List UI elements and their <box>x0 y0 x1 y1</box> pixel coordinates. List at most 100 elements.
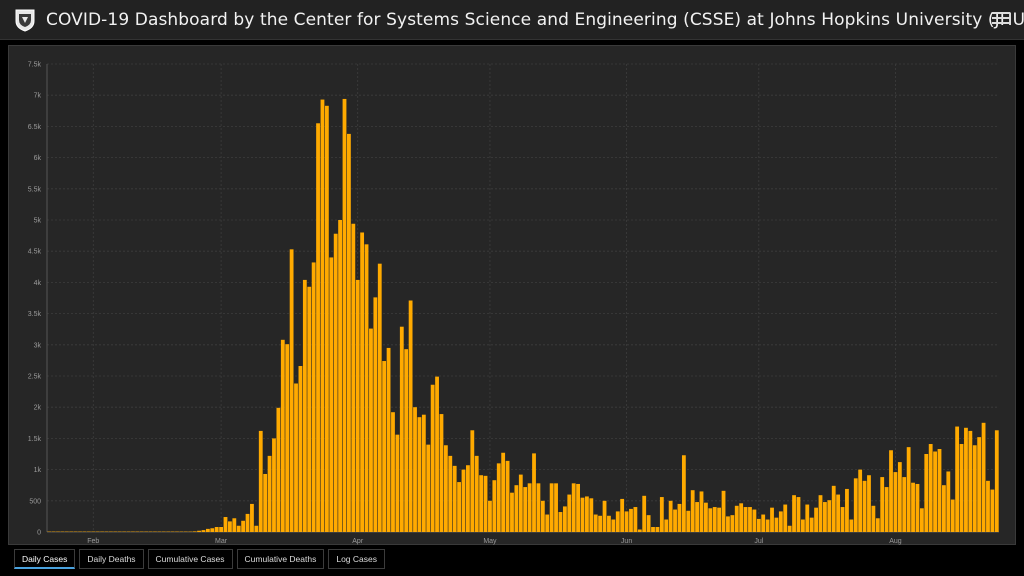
chart-panel: 0 500 1k 1.5k 2k 2.5k 3k 3.5k 4k 4.5k 5k 5.5k 6k 6.5k… <box>8 45 1016 545</box>
tab-daily-cases[interactable]: Daily Cases <box>14 549 76 569</box>
bar <box>884 487 889 532</box>
bar <box>448 455 453 532</box>
bar <box>889 450 893 532</box>
bar <box>430 384 435 532</box>
bar <box>558 512 563 532</box>
bar <box>532 453 536 532</box>
bar <box>726 516 730 532</box>
y-tick-label: 1.5k <box>28 436 42 443</box>
bar <box>205 528 210 532</box>
bar <box>589 498 594 532</box>
bar <box>659 497 664 532</box>
bar <box>439 414 444 532</box>
bar <box>294 383 298 532</box>
bar <box>933 451 937 532</box>
bar <box>712 507 717 532</box>
bar <box>585 496 589 532</box>
tab-log-cases[interactable]: Log Cases <box>328 549 385 569</box>
bar <box>765 519 770 532</box>
bar <box>748 507 752 532</box>
bar <box>413 407 417 532</box>
bar <box>435 376 439 532</box>
bar <box>805 504 810 532</box>
bar <box>426 444 431 532</box>
bar <box>254 525 259 532</box>
bar <box>510 492 514 532</box>
y-tick-label: 6.5k <box>28 124 42 131</box>
hamburger-menu-icon[interactable] <box>992 9 1010 27</box>
bar <box>232 518 237 532</box>
bar <box>717 507 722 532</box>
bar <box>818 495 823 532</box>
bar <box>514 485 519 532</box>
bar <box>201 530 206 532</box>
tab-daily-deaths[interactable]: Daily Deaths <box>79 549 144 569</box>
y-tick-label: 7.5k <box>28 62 42 69</box>
y-tick-label: 500 <box>29 498 41 505</box>
y-tick-label: 2.5k <box>28 374 42 381</box>
bar <box>408 300 413 532</box>
y-tick-label: 4.5k <box>28 249 42 256</box>
bar <box>840 507 845 532</box>
bar <box>320 99 325 533</box>
bar <box>421 414 426 532</box>
bar <box>536 483 541 532</box>
bar <box>677 503 682 532</box>
bar <box>562 506 567 532</box>
bar <box>554 483 558 532</box>
bar <box>959 444 964 532</box>
bar <box>919 508 924 532</box>
bar <box>479 475 484 532</box>
bar <box>792 495 796 532</box>
tab-cumulative-cases[interactable]: Cumulative Cases <box>147 549 233 569</box>
bar <box>395 434 400 532</box>
bar <box>576 483 580 532</box>
bar <box>523 487 528 532</box>
bar <box>637 529 642 532</box>
bar <box>373 297 378 532</box>
bar <box>369 328 373 532</box>
bar <box>228 521 232 532</box>
bar <box>404 349 409 532</box>
bar <box>853 478 858 532</box>
y-tick-label: 3.5k <box>28 311 42 318</box>
bar <box>928 444 933 532</box>
bar <box>333 233 338 532</box>
x-tick-label: Mar <box>215 538 228 545</box>
y-tick-label: 3k <box>34 342 42 349</box>
bar <box>461 469 466 532</box>
bar <box>823 502 827 532</box>
header-bar: COVID-19 Dashboard by the Center for Sys… <box>0 0 1024 40</box>
bar <box>399 326 404 532</box>
y-tick-label: 5k <box>34 218 42 225</box>
bar <box>994 430 999 532</box>
bar <box>501 452 506 532</box>
bar <box>624 511 629 532</box>
bar <box>527 483 532 532</box>
bar <box>655 527 660 532</box>
bar <box>849 519 854 532</box>
bar <box>986 480 990 532</box>
bar <box>955 426 960 532</box>
bar <box>307 286 312 532</box>
bar <box>355 279 360 532</box>
bar <box>602 500 607 532</box>
bar <box>787 525 792 532</box>
bar <box>871 505 876 532</box>
bar <box>770 507 774 532</box>
bar <box>783 504 788 532</box>
bar <box>800 519 805 532</box>
bar <box>964 427 968 532</box>
bar <box>267 455 272 532</box>
bar <box>342 98 347 532</box>
bar <box>880 477 885 532</box>
bar <box>867 475 871 532</box>
bar <box>219 527 223 532</box>
bar <box>470 430 475 532</box>
bar <box>911 482 915 532</box>
bar <box>642 495 647 532</box>
bar <box>285 344 290 532</box>
bar <box>351 223 356 532</box>
bar <box>831 485 836 532</box>
tab-cumulative-deaths[interactable]: Cumulative Deaths <box>236 549 325 569</box>
